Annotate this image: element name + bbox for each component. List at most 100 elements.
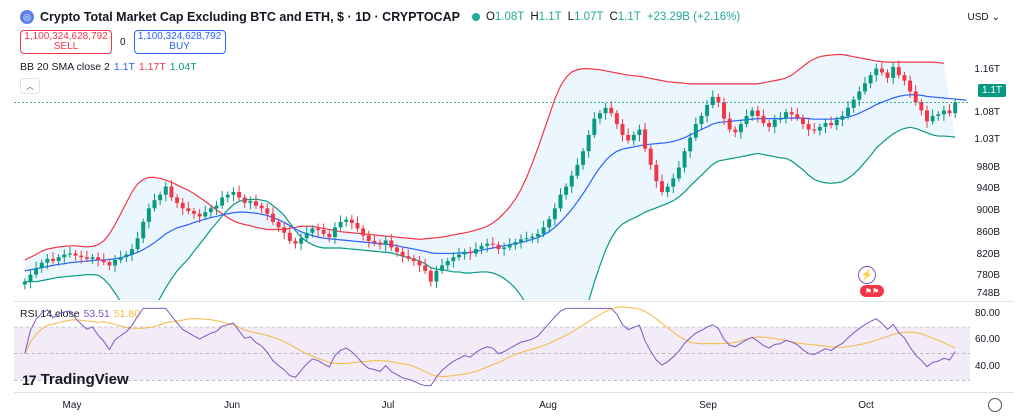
candle <box>344 219 349 222</box>
candle <box>141 221 146 239</box>
price-axis-label: 820B <box>976 248 1000 260</box>
candle <box>327 233 332 238</box>
candle <box>874 68 879 76</box>
currency-selector[interactable]: USD ⌄ <box>967 12 1000 23</box>
candle <box>891 67 896 78</box>
candle <box>293 240 298 244</box>
candle <box>513 242 518 245</box>
time-axis-label: Aug <box>539 400 557 411</box>
candle <box>265 208 270 214</box>
rsi-chart[interactable] <box>14 305 970 391</box>
candle <box>406 256 411 259</box>
candle <box>316 228 320 231</box>
bb-indicator-legend[interactable]: BB 20 SMA close 2 1.1T 1.17T 1.04T <box>20 61 197 73</box>
candle <box>908 80 913 92</box>
candle <box>846 107 851 116</box>
tradingview-logo: 17 TradingView <box>22 371 129 388</box>
candle <box>490 243 495 245</box>
candle <box>575 164 580 176</box>
candle <box>96 257 101 260</box>
bb-band-fill <box>24 54 956 300</box>
candle <box>22 281 27 285</box>
candle <box>129 249 134 255</box>
candle <box>930 115 935 122</box>
candle <box>457 254 461 258</box>
candle <box>524 238 529 240</box>
candle <box>428 270 433 282</box>
candle <box>135 238 140 250</box>
candle <box>299 238 304 244</box>
price-axis-label: 940B <box>976 183 1000 195</box>
candle <box>400 251 405 257</box>
rsi-axis-label: 40.00 <box>974 361 1000 372</box>
candle <box>767 123 772 127</box>
candle <box>479 245 484 250</box>
candle <box>953 102 958 114</box>
candle <box>609 107 614 114</box>
candle <box>248 201 253 203</box>
candle <box>423 265 428 271</box>
candle <box>654 164 659 182</box>
price-axis-label: 860B <box>976 226 1000 238</box>
candle <box>569 175 574 187</box>
candle <box>175 197 180 203</box>
candle <box>90 257 95 259</box>
price-axis-label: 748B <box>976 287 1000 299</box>
candle <box>671 178 676 187</box>
sell-button[interactable]: 1,100,324,628,792 SELL <box>20 30 112 54</box>
candle <box>840 115 845 120</box>
candle <box>502 247 507 250</box>
candle <box>834 119 839 126</box>
gear-icon[interactable] <box>988 398 1002 412</box>
candle <box>547 219 552 228</box>
buy-button[interactable]: 1,100,324,628,792 BUY <box>133 30 226 54</box>
candle <box>902 75 907 81</box>
candle <box>716 96 721 103</box>
candle <box>389 240 394 248</box>
price-chart[interactable] <box>14 0 970 300</box>
rsi-axis-label: 80.00 <box>974 307 1000 319</box>
candle <box>462 251 467 255</box>
pane-divider[interactable] <box>14 301 1014 302</box>
candle <box>862 83 867 92</box>
chart-title[interactable]: Crypto Total Market Cap Excluding BTC an… <box>40 10 460 24</box>
candle <box>231 192 236 195</box>
candle <box>710 96 715 106</box>
candle <box>699 115 704 125</box>
candle <box>118 257 123 260</box>
candle <box>332 227 337 238</box>
candle <box>552 208 557 220</box>
candle <box>282 227 287 233</box>
candle <box>440 265 445 271</box>
candle <box>473 249 478 254</box>
candle <box>101 259 106 263</box>
candle <box>800 117 805 125</box>
candle <box>812 129 817 131</box>
candle <box>186 208 191 212</box>
candle <box>496 244 501 250</box>
candle <box>485 243 490 246</box>
candle <box>620 124 625 135</box>
candle <box>637 129 642 135</box>
price-axis-label: 1.03T <box>974 134 1000 146</box>
candle <box>304 232 309 239</box>
candle <box>936 114 941 116</box>
candle <box>411 258 416 262</box>
collapse-legend-icon[interactable]: ︿ <box>20 78 40 94</box>
price-axis-label: 980B <box>976 161 1000 173</box>
candle <box>378 242 383 245</box>
candle <box>676 167 681 179</box>
candle <box>755 110 760 116</box>
candle <box>750 110 755 116</box>
candle <box>51 258 55 262</box>
candle <box>614 113 619 125</box>
time-axis-label: Oct <box>858 400 874 411</box>
candle <box>214 205 219 209</box>
lightning-event-icon[interactable]: ⚡ <box>858 266 876 284</box>
spread-value: 0 <box>120 36 126 48</box>
candle <box>772 119 777 127</box>
candle <box>107 262 112 266</box>
trade-panel: 1,100,324,628,792 SELL 0 1,100,324,628,7… <box>20 30 226 54</box>
candle <box>564 186 569 195</box>
flags-event-icon[interactable]: ⚑⚑ <box>860 285 884 297</box>
